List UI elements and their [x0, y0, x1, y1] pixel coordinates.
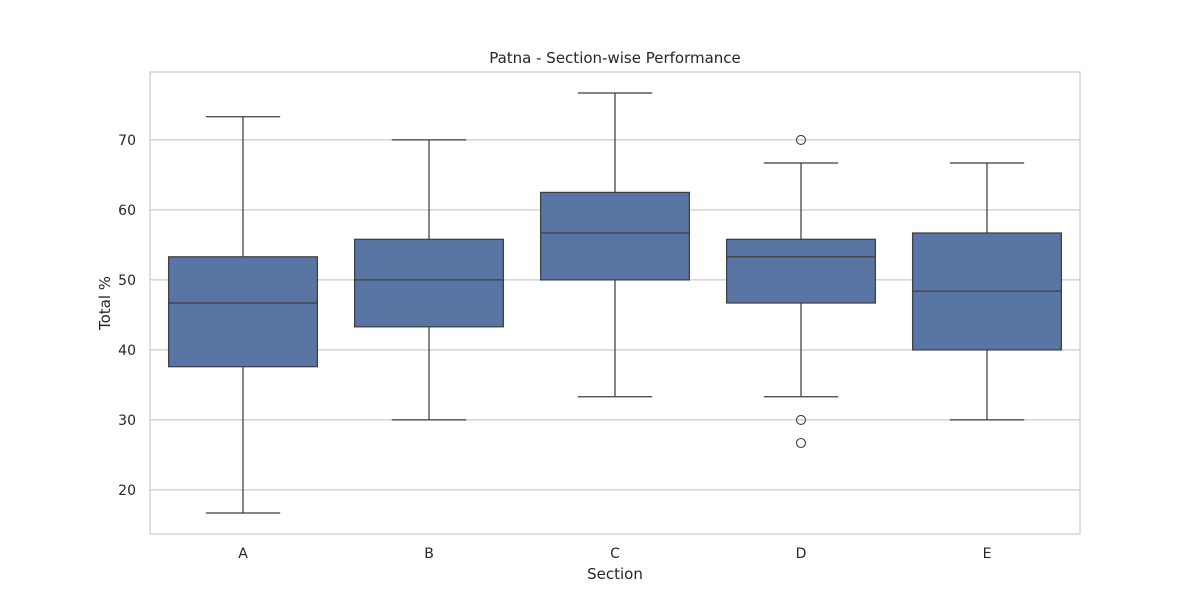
y-tick-label: 20: [118, 483, 136, 499]
x-tick-label: A: [238, 546, 248, 562]
y-tick-label: 70: [118, 133, 136, 149]
y-tick-label: 30: [118, 413, 136, 429]
x-axis-label: Section: [587, 565, 643, 583]
y-tick-label: 40: [118, 343, 136, 359]
box-group-c: [539, 92, 691, 398]
iqr-box: [725, 238, 877, 304]
x-tick-label: D: [796, 546, 807, 562]
plot-frame: [149, 71, 1081, 535]
x-tick-label: E: [983, 546, 992, 562]
x-tick-label: C: [610, 546, 620, 562]
y-tick-label: 50: [118, 273, 136, 289]
outlier-point: [795, 414, 807, 425]
x-tick-label: B: [424, 546, 434, 562]
box-group-d: [725, 134, 877, 449]
iqr-box: [167, 256, 319, 368]
box-group-e: [911, 162, 1063, 421]
y-axis-label: Total %: [96, 276, 114, 331]
y-tick-label: 60: [118, 203, 136, 219]
iqr-box: [539, 191, 691, 281]
box-group-b: [353, 139, 505, 421]
x-tick-labels: A B C D E: [238, 546, 991, 562]
outlier-point: [795, 134, 807, 145]
chart-title: Patna - Section-wise Performance: [489, 49, 741, 67]
box-series: [167, 92, 1063, 514]
outlier-point: [795, 437, 807, 449]
iqr-box: [353, 238, 505, 328]
y-tick-labels: 20 30 40 50 60 70: [118, 133, 136, 499]
box-group-a: [167, 116, 319, 514]
